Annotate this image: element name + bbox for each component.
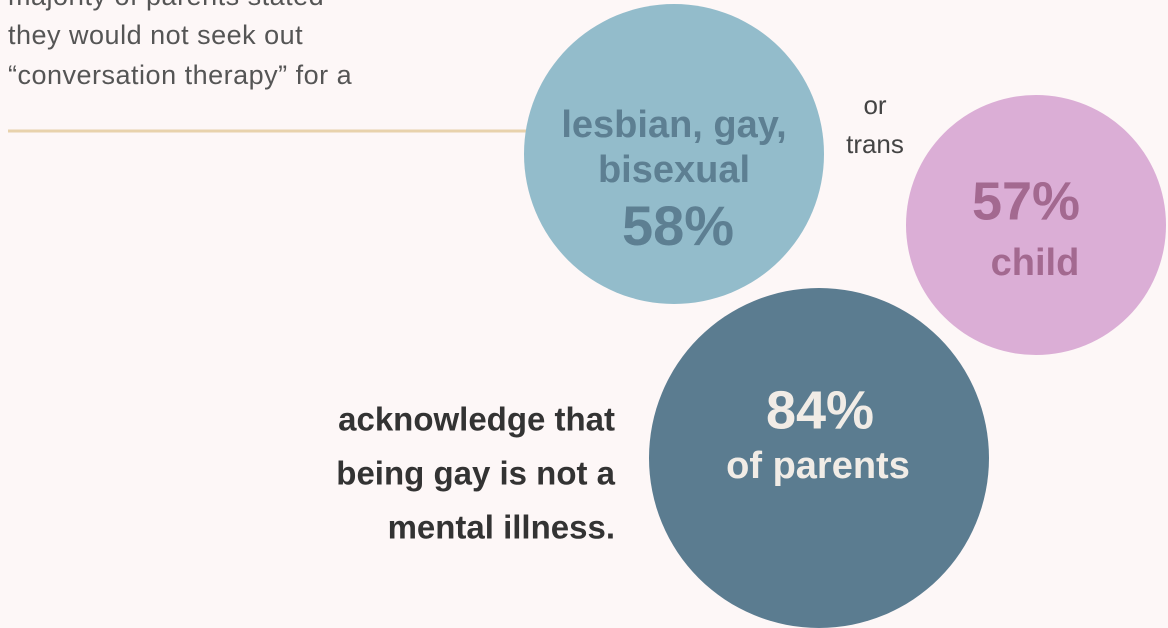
trans-circle <box>906 95 1166 355</box>
intro-line: majority of parents stated <box>8 0 324 11</box>
lgb-label: lesbian, gay, <box>561 104 786 146</box>
trans-stat: 57% <box>972 171 1080 231</box>
parents-circle <box>649 288 989 628</box>
lgb-stat: 58% <box>622 194 734 257</box>
parents-label: of parents <box>726 445 910 487</box>
lgb-label: bisexual <box>598 149 750 191</box>
parents-stat: 84% <box>766 380 874 440</box>
connector: trans <box>846 129 904 159</box>
statement-line: being gay is not a <box>336 455 615 492</box>
statement-line: mental illness. <box>388 509 615 546</box>
lgb-circle <box>524 4 824 304</box>
intro-line: “conversation therapy” for a <box>8 60 353 90</box>
intro-line: they would not seek out <box>8 20 303 50</box>
trans-label: child <box>991 242 1080 284</box>
statement-line: acknowledge that <box>338 401 615 438</box>
connector: or <box>863 90 886 120</box>
